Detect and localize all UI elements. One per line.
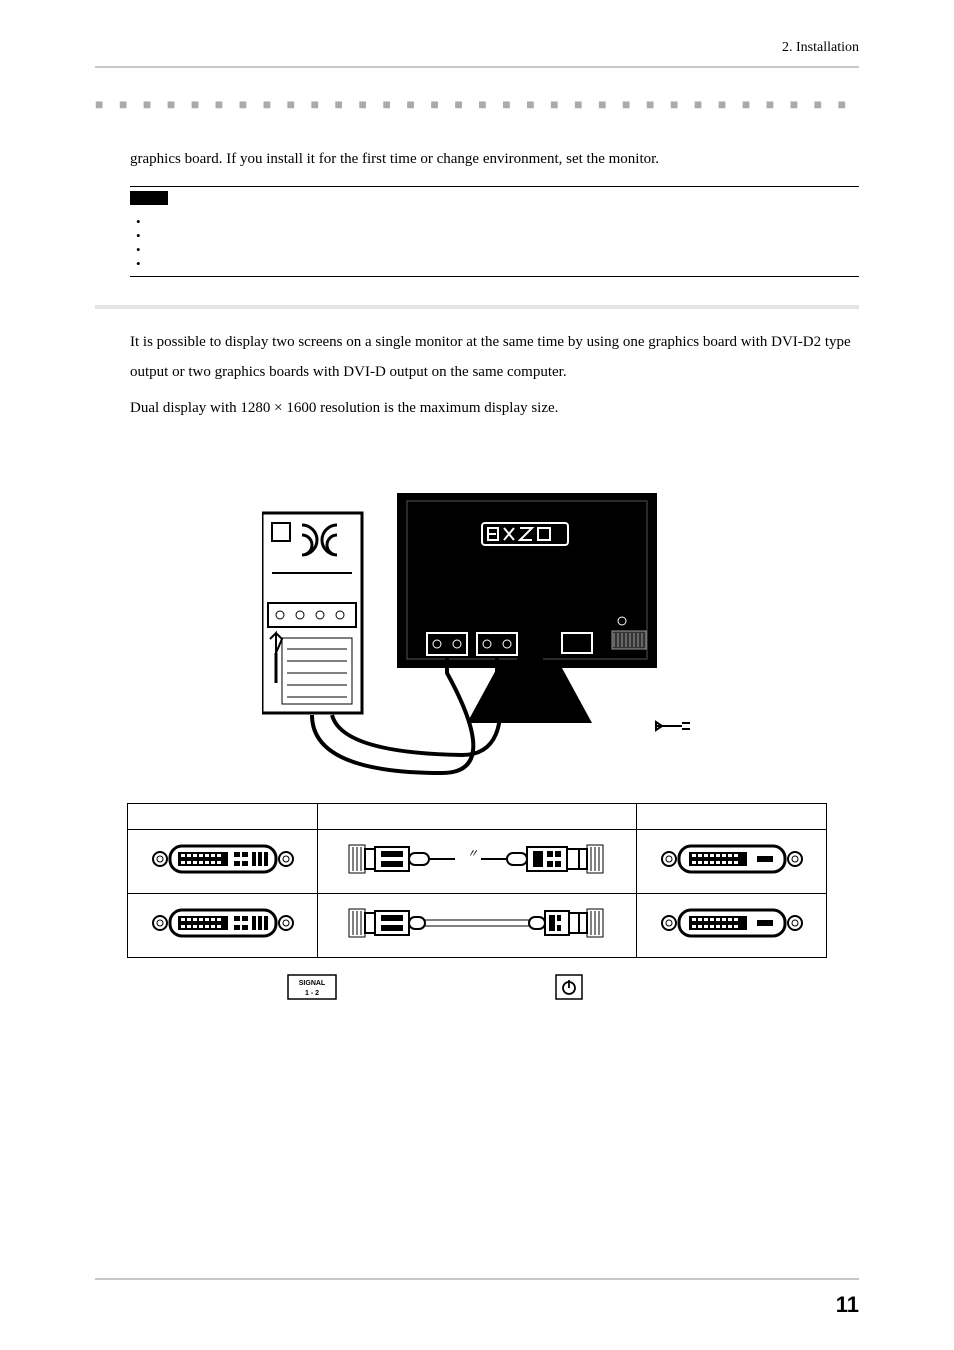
signal-label-top: SIGNAL [299, 980, 326, 987]
dual-para-2: Dual display with 1280 × 1600 resolution… [130, 393, 859, 423]
connector-table: 〃 [127, 803, 827, 958]
section-label: 2. Installation [782, 40, 859, 55]
dvi-cable-dual-icon: 〃 [347, 839, 607, 879]
signal-label-bottom: 1 - 2 [305, 990, 319, 997]
below-table-row: SIGNAL 1 - 2 [127, 970, 827, 1000]
page-number: 11 [836, 1292, 859, 1318]
section-rule [95, 305, 859, 309]
connection-diagram [262, 483, 692, 783]
note-bullet-4 [136, 256, 859, 270]
signal-button: SIGNAL 1 - 2 [287, 974, 337, 1005]
note-bullet-1 [136, 214, 859, 228]
dvi-port-single-icon [657, 842, 807, 876]
dvi-port-icon [148, 906, 298, 940]
header-rule [95, 66, 859, 68]
note-bullet-3 [136, 242, 859, 256]
dual-para-1: It is possible to display two screens on… [130, 327, 859, 387]
page-header: 2. Installation [95, 40, 859, 66]
table-header-3 [637, 804, 827, 830]
table-header-1 [128, 804, 318, 830]
table-row: 〃 [128, 830, 827, 894]
intro-text: graphics board. If you install it for th… [130, 144, 859, 174]
dvi-port-icon [148, 842, 298, 876]
svg-text:〃: 〃 [467, 848, 478, 860]
dotted-divider: ■ ■ ■ ■ ■ ■ ■ ■ ■ ■ ■ ■ ■ ■ ■ ■ ■ ■ ■ ■ … [95, 98, 859, 114]
note-block [130, 186, 859, 277]
table-row [128, 894, 827, 958]
table-header-2 [318, 804, 637, 830]
footer-rule [95, 1278, 859, 1280]
power-button-icon [555, 974, 583, 1005]
note-bullets [130, 214, 859, 270]
dvi-cable-single-icon [347, 903, 607, 943]
note-bullet-2 [136, 228, 859, 242]
note-heading-box [130, 191, 168, 205]
dvi-port-single-icon [657, 906, 807, 940]
